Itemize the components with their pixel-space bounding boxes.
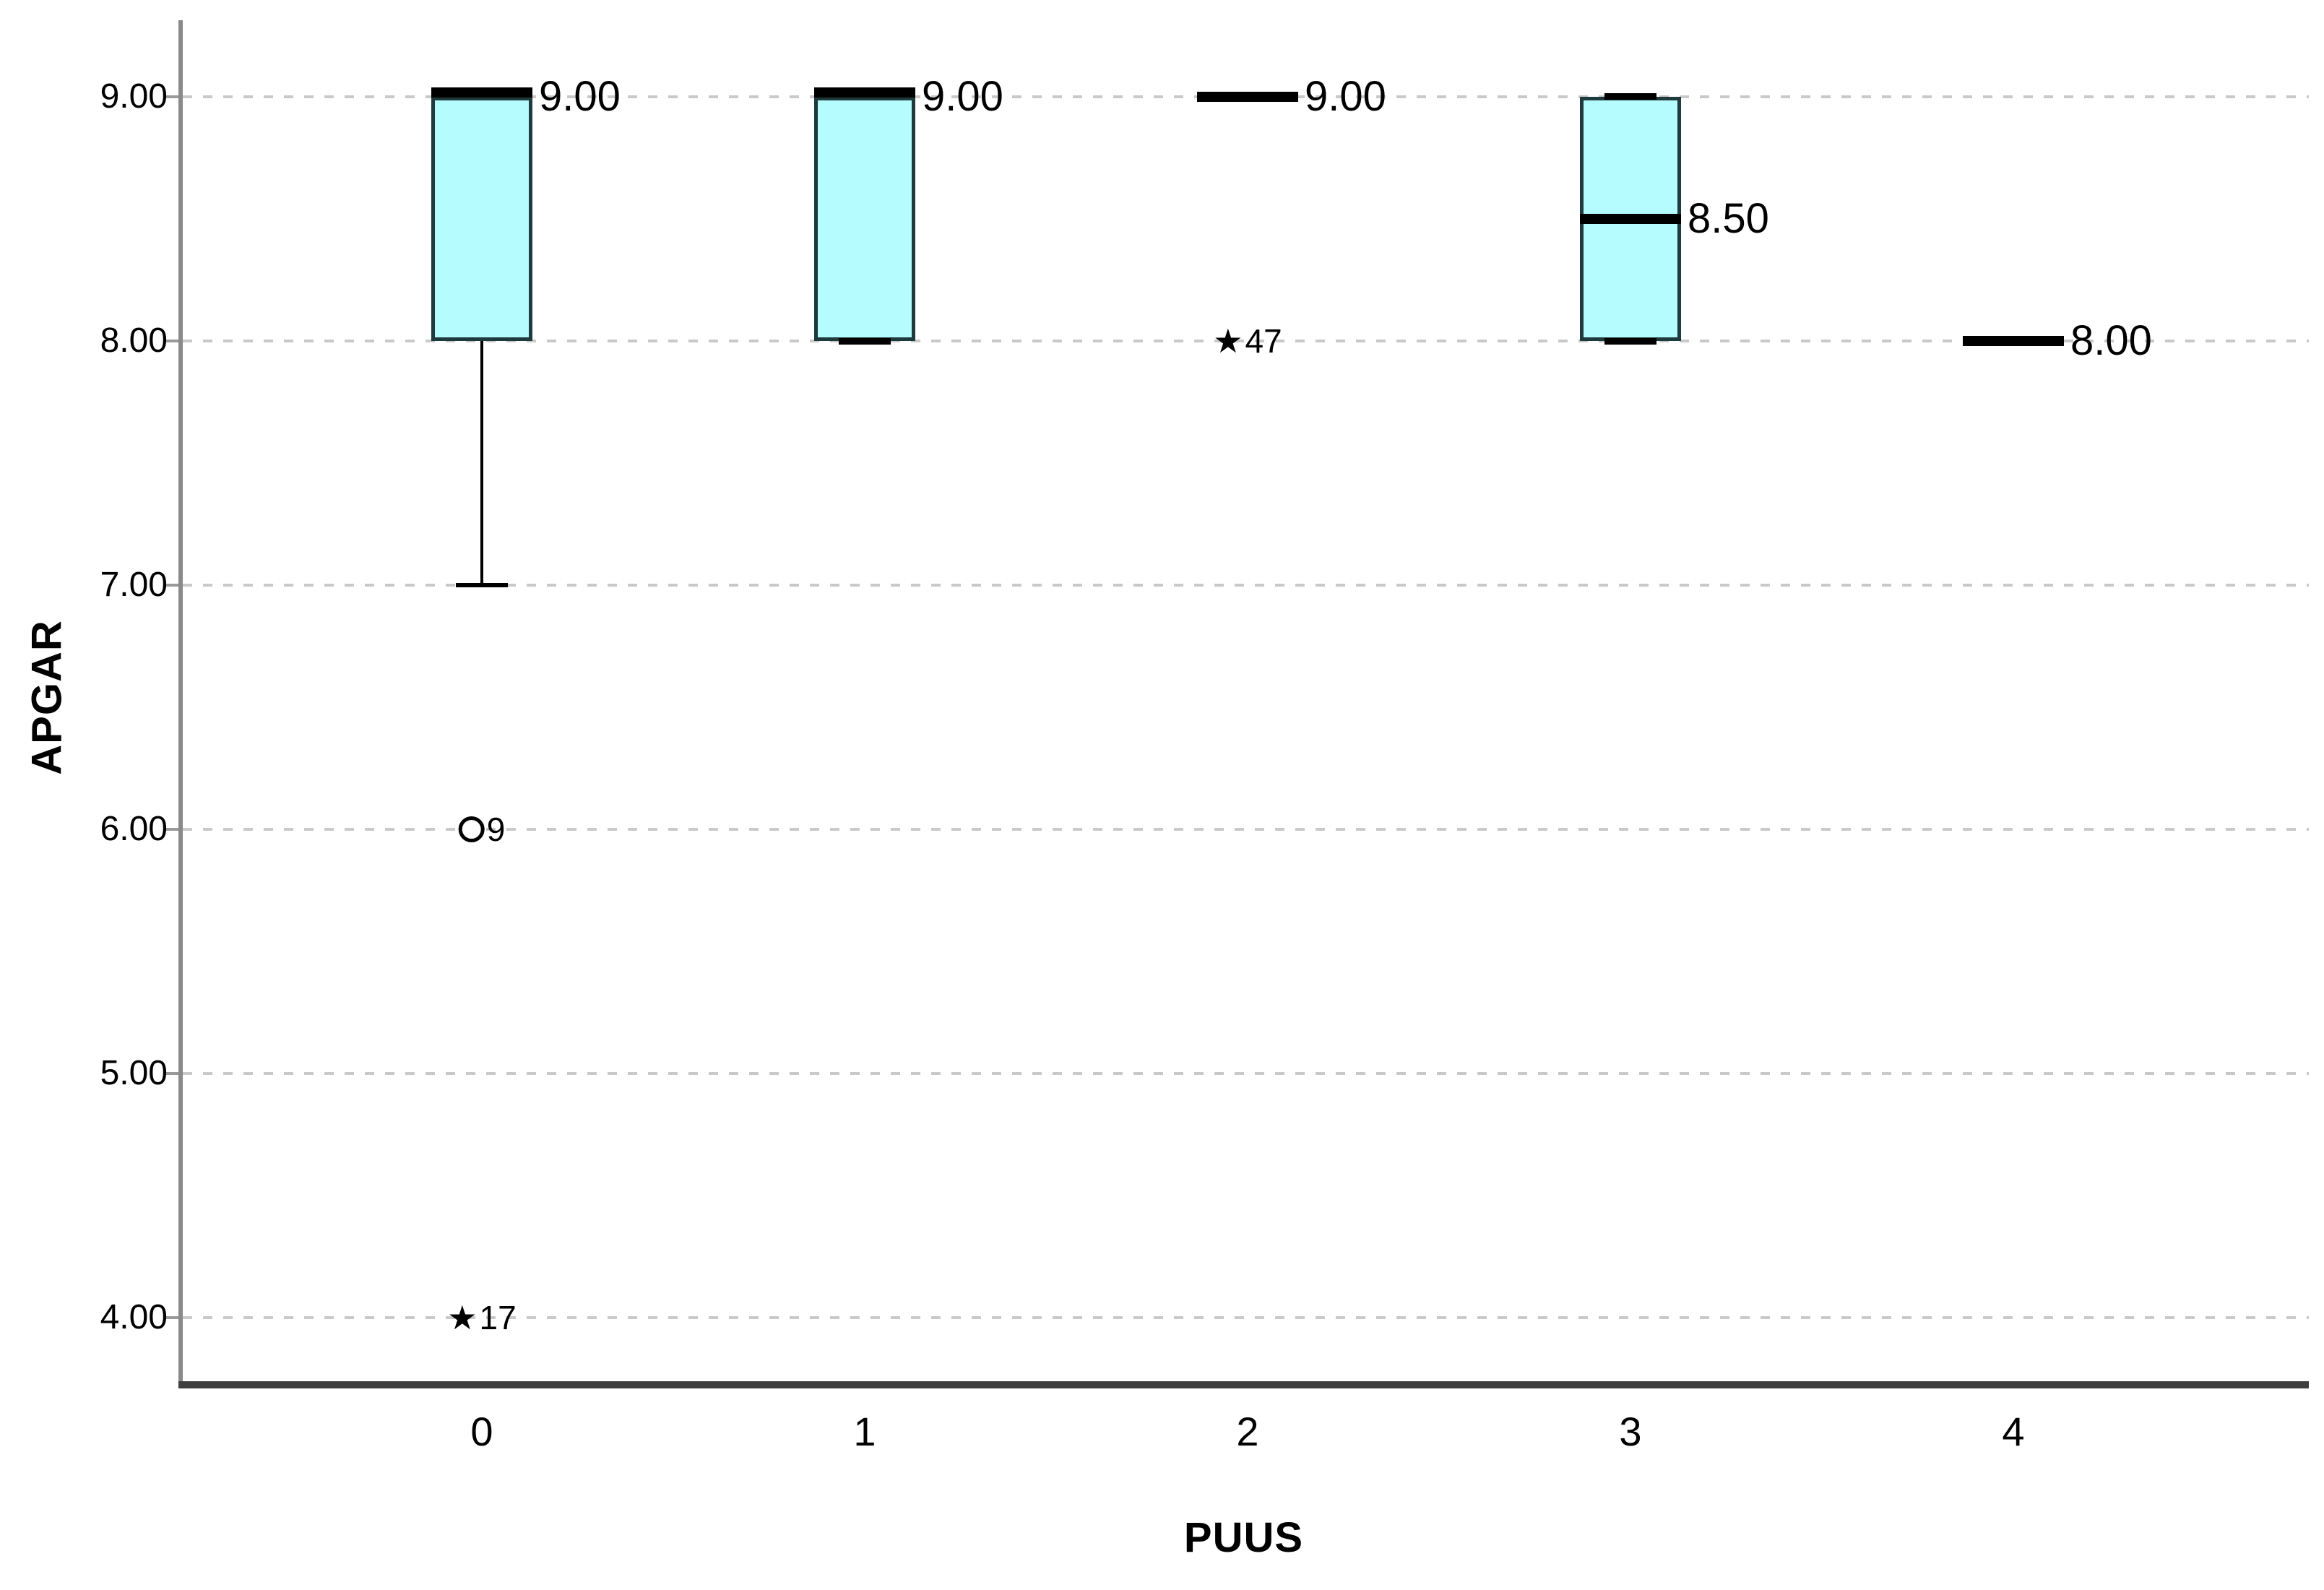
outlier-case-label: 47 <box>1245 322 1282 360</box>
median-line <box>1963 336 2064 346</box>
outlier: 9 <box>458 811 506 848</box>
x-tick-label: 1 <box>853 1409 876 1454</box>
y-tick-label: 7.00 <box>100 566 168 604</box>
median-value-label: 9.00 <box>1305 73 1386 120</box>
outlier-case-label: 9 <box>486 811 506 848</box>
y-tick-label: 6.00 <box>100 810 168 848</box>
x-tick-label: 0 <box>470 1409 493 1454</box>
outlier: ★ 47 <box>1213 322 1282 360</box>
x-tick-label: 3 <box>1619 1409 1642 1454</box>
median-line <box>1197 92 1298 102</box>
box <box>814 97 915 341</box>
y-tick-label: 9.00 <box>100 77 168 116</box>
median-line <box>431 87 532 98</box>
whisker-cap <box>839 338 891 345</box>
box <box>431 97 532 341</box>
x-tick-label: 2 <box>1236 1409 1259 1454</box>
median-line <box>1580 214 1681 224</box>
outlier-case-label: 17 <box>479 1299 517 1336</box>
whisker-cap <box>456 583 508 587</box>
gridline <box>183 828 2309 831</box>
y-tick-label: 4.00 <box>100 1298 168 1336</box>
y-axis-tick <box>165 828 179 831</box>
median-value-label: 9.00 <box>539 73 621 120</box>
gridline <box>183 1072 2309 1075</box>
outlier: ★ 17 <box>447 1299 517 1336</box>
x-axis-line <box>178 1381 2309 1388</box>
median-line <box>814 87 915 98</box>
y-axis-tick <box>165 584 179 587</box>
whisker-cap <box>1604 93 1656 100</box>
outlier-star-icon: ★ <box>1213 322 1243 360</box>
median-value-label: 8.50 <box>1688 195 1769 242</box>
median-value-label: 9.00 <box>922 73 1003 120</box>
y-tick-label: 8.00 <box>100 321 168 360</box>
gridline <box>183 1316 2309 1319</box>
y-tick-label: 5.00 <box>100 1054 168 1092</box>
outlier-circle-icon <box>458 816 485 842</box>
y-axis-tick <box>165 1072 179 1075</box>
median-value-label: 8.00 <box>2070 317 2152 364</box>
x-axis-title: PUUS <box>1183 1514 1304 1561</box>
y-axis-line <box>178 20 183 1388</box>
y-axis-tick <box>165 95 179 98</box>
y-axis-tick <box>165 1316 179 1319</box>
outlier-star-icon: ★ <box>447 1299 478 1336</box>
gridline <box>183 584 2309 587</box>
gridline <box>183 340 2309 342</box>
whisker-cap <box>1604 338 1656 345</box>
y-axis-tick <box>165 340 179 342</box>
x-tick-label: 4 <box>2002 1409 2025 1454</box>
whisker-stem <box>480 341 483 585</box>
